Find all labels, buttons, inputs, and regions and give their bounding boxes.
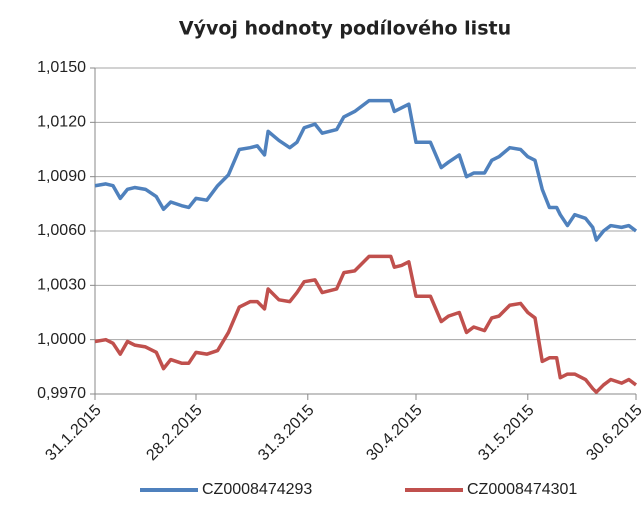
x-tick-label: 28.2.2015	[143, 402, 205, 464]
series-line	[94, 98, 638, 242]
x-tick-label: 30.4.2015	[363, 402, 425, 464]
x-tick-label: 31.5.2015	[475, 402, 537, 464]
y-tick-label: 0,9970	[37, 385, 86, 402]
y-tick-label: 1,0120	[37, 114, 86, 131]
legend-label: CZ0008474301	[467, 481, 577, 498]
y-tick-label: 1,0030	[37, 277, 86, 294]
legend-label: CZ0008474293	[202, 481, 312, 498]
x-tick-label: 31.1.2015	[42, 402, 104, 464]
y-tick-label: 1,0090	[37, 168, 86, 185]
y-tick-label: 1,0060	[37, 222, 86, 239]
series-line	[94, 254, 638, 394]
x-tick-label: 30.6.2015	[583, 402, 642, 464]
y-tick-label: 1,0000	[37, 331, 86, 348]
chart-title: Vývoj hodnoty podílového listu	[179, 18, 511, 40]
x-tick-label: 31.3.2015	[255, 402, 317, 464]
y-tick-label: 1,0150	[37, 59, 86, 76]
